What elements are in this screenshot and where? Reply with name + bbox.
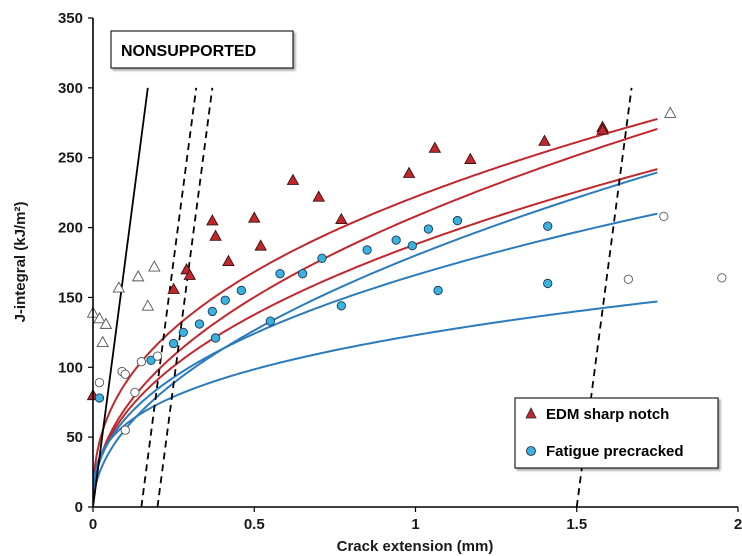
edm-point — [209, 229, 222, 241]
fatigue-point — [543, 278, 553, 289]
fatigue-point — [297, 269, 308, 279]
annotation-label: NONSUPPORTED — [121, 43, 256, 60]
edm-point — [464, 152, 477, 164]
y-tick-label: 100 — [58, 359, 83, 376]
edm-point — [538, 134, 551, 146]
fatigue-point — [146, 355, 156, 365]
y-axis-title: J-integral (kJ/m²) — [12, 202, 29, 323]
open-circle-point — [623, 274, 633, 284]
open-triangle-point — [131, 270, 145, 282]
blunting-line-dashed — [575, 87, 633, 507]
fatigue-point — [194, 319, 205, 329]
fatigue-point — [220, 295, 230, 305]
open-circle-point — [136, 357, 147, 367]
blunting-line-dashed — [140, 87, 198, 507]
open-circle-point — [94, 378, 105, 388]
open-triangle-point — [664, 106, 677, 118]
fatigue-point — [236, 285, 247, 296]
edm-point — [428, 141, 442, 153]
fatigue-point — [407, 241, 417, 251]
edm-point — [312, 190, 326, 202]
y-tick-label: 50 — [66, 429, 83, 446]
x-tick-label: 0 — [89, 516, 97, 533]
edm-point — [402, 166, 416, 178]
edm-point — [335, 212, 348, 225]
y-tick-label: 300 — [58, 80, 83, 97]
fatigue-point — [265, 316, 276, 326]
legend-circle-icon — [526, 446, 536, 456]
open-triangle-point — [99, 317, 113, 329]
blunting-line-dashed — [156, 87, 214, 507]
fatigue-point — [362, 245, 372, 255]
fatigue-point — [391, 235, 401, 245]
y-tick-label: 250 — [58, 150, 83, 167]
open-triangle-point — [112, 281, 126, 293]
fatigue-point — [433, 285, 443, 296]
open-triangle-point — [93, 311, 106, 324]
edm-point — [254, 239, 267, 251]
x-tick-label: 1 — [411, 516, 419, 533]
fatigue-point — [207, 306, 217, 317]
fit-curve — [93, 300, 658, 507]
edm-point — [596, 123, 609, 135]
edm-point — [206, 214, 219, 226]
x-axis-title: Crack extension (mm) — [337, 538, 494, 555]
legend: EDM sharp notch Fatigue precracked — [514, 397, 719, 469]
construction-lines — [93, 87, 633, 507]
fatigue-point — [543, 221, 553, 231]
open-circle-point — [717, 273, 727, 283]
edm-point — [183, 268, 197, 280]
legend-label-fatigue: Fatigue precracked — [546, 443, 684, 460]
open-triangle-point — [96, 335, 109, 347]
open-triangle-point — [148, 260, 161, 272]
fit-curve — [93, 212, 658, 507]
fatigue-point — [178, 327, 188, 338]
open-circle-point — [152, 351, 163, 361]
blunting-line-solid — [93, 87, 149, 507]
fatigue-point — [168, 338, 179, 349]
edm-point — [286, 173, 300, 185]
open-circle-point — [120, 425, 130, 435]
edm-point — [167, 282, 180, 294]
y-tick-label: 200 — [58, 220, 83, 237]
fatigue-point — [94, 393, 105, 403]
edm-point — [222, 254, 235, 266]
fatigue-point — [336, 301, 346, 311]
x-tick-label: 2 — [734, 516, 742, 533]
x-tick-label: 0.5 — [244, 516, 265, 533]
y-tick-label: 0 — [75, 499, 83, 516]
tick-labels: 0 50 100 150 200 250 300 350 0 0.5 1 1.5 2 — [58, 10, 742, 533]
fatigue-point — [452, 215, 463, 226]
open-triangle-point — [141, 299, 155, 311]
fatigue-point — [423, 224, 434, 234]
fatigue-point — [275, 269, 285, 279]
open-circle-point — [120, 369, 130, 379]
legend-triangle-icon — [525, 407, 537, 419]
fatigue-point — [210, 333, 221, 343]
open-circle-point — [659, 211, 669, 222]
open-circle-point — [130, 387, 140, 398]
x-tick-label: 1.5 — [566, 516, 587, 533]
legend-label-edm: EDM sharp notch — [546, 406, 669, 423]
fatigue-point — [317, 253, 327, 263]
y-tick-label: 150 — [58, 289, 83, 306]
data-points — [86, 106, 727, 435]
y-tick-label: 350 — [58, 10, 83, 27]
edm-point — [247, 211, 261, 223]
annotation-box: NONSUPPORTED — [110, 30, 294, 69]
